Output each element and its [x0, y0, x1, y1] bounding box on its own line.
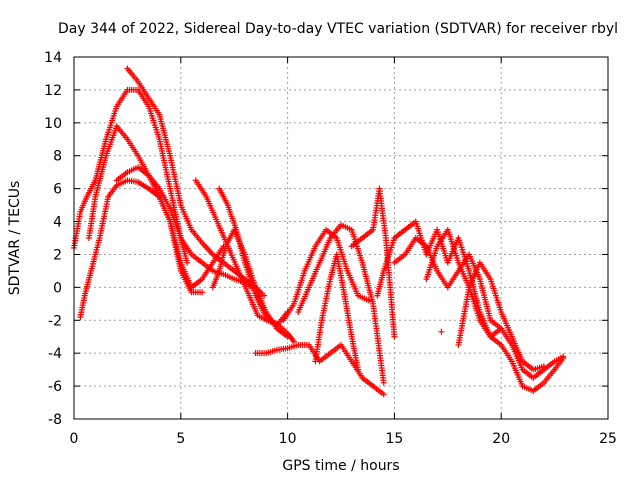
y-tick-label: 6: [53, 182, 62, 198]
data-point: [380, 391, 387, 398]
plot-border: [73, 56, 609, 420]
y-tick-label: 2: [53, 247, 62, 263]
y-tick-label: 0: [53, 280, 62, 296]
y-tick-label: 14: [44, 50, 62, 66]
x-tick-label: 20: [492, 431, 510, 447]
y-tick-label: -8: [48, 412, 62, 428]
data-point: [261, 292, 268, 299]
data-point: [184, 259, 191, 266]
data-point: [355, 366, 362, 373]
data-point: [199, 289, 206, 296]
data-point: [365, 297, 372, 304]
data-point: [380, 379, 387, 386]
x-tick-label: 10: [279, 431, 297, 447]
data-point: [560, 353, 567, 360]
data-point: [438, 328, 445, 335]
x-tick-label: 5: [176, 431, 185, 447]
y-tick-label: 4: [53, 215, 62, 231]
y-tick-label: -6: [48, 379, 62, 395]
x-axis-label: GPS time / hours: [282, 458, 399, 474]
data-point: [498, 325, 505, 332]
y-tick-label: 8: [53, 149, 62, 165]
data-point: [284, 333, 291, 340]
data-points: [71, 65, 567, 398]
x-tick-label: 15: [385, 431, 403, 447]
axis-ticks: 0 5 10 15 20 25 -8 -6 -4 -2 0 2 4 6 8 10 12 14: [44, 50, 617, 447]
y-tick-label: -4: [48, 346, 62, 362]
x-tick-label: 0: [70, 431, 79, 447]
data-point: [540, 363, 547, 370]
y-axis-label: SDTVAR / TECUs: [7, 181, 23, 296]
chart-title: Day 344 of 2022, Sidereal Day-to-day VTE…: [58, 21, 618, 37]
y-tick-label: 12: [44, 83, 62, 99]
y-tick-label: -2: [48, 313, 62, 329]
data-point: [391, 333, 398, 340]
y-tick-label: 10: [44, 116, 62, 132]
x-tick-label: 25: [599, 431, 617, 447]
